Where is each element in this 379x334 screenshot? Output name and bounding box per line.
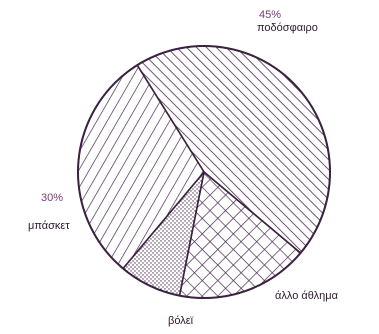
slice-volleyball-label: βόλεϊ (168, 315, 194, 327)
slice-basketball-percent: 30% (41, 192, 64, 204)
slice-football-percent: 45% (259, 9, 282, 21)
slice-football-label: ποδόσφαιρο (257, 22, 318, 34)
slice-other-sport-label: άλλο άθλημα (275, 290, 338, 302)
slice-basketball-label: μπάσκετ (28, 220, 70, 232)
